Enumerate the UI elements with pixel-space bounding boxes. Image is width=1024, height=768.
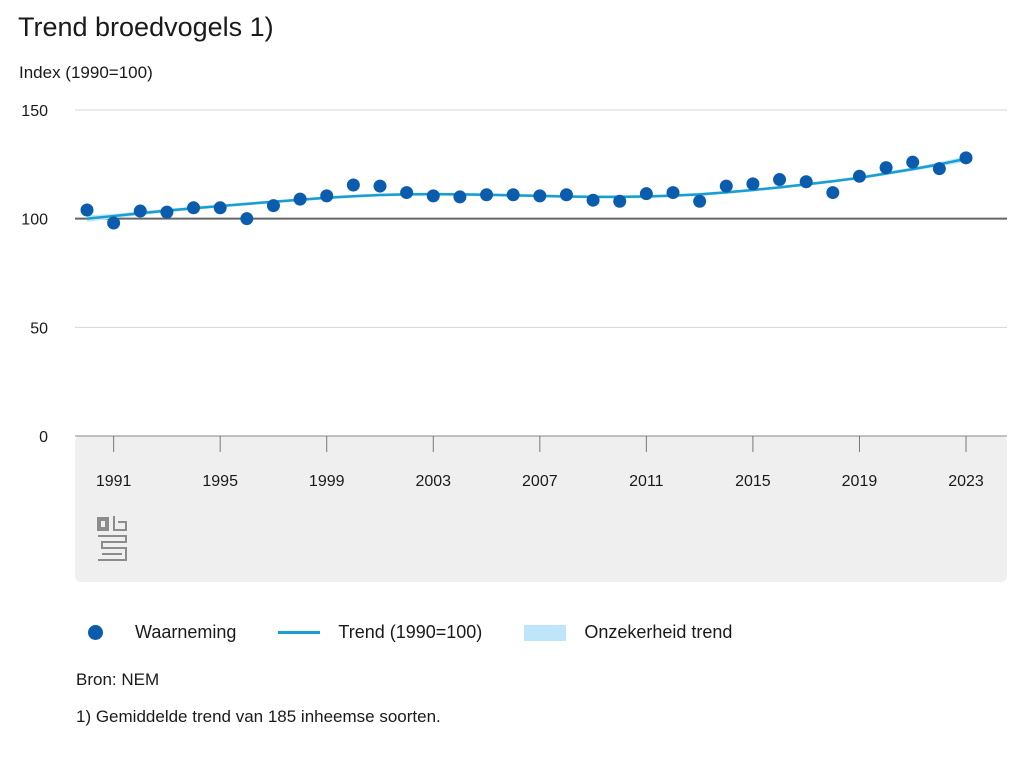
observation-point-2003[interactable] [426, 189, 440, 203]
observation-point-2018[interactable] [826, 186, 840, 200]
observation-point-2021[interactable] [906, 155, 920, 169]
chart-canvas: 0 50 100 150 1991 1995 1999 2003 2007 2011 2015 20… [21, 103, 1007, 582]
observation-point-2005[interactable] [480, 188, 494, 202]
observation-point-1996[interactable] [240, 212, 254, 226]
grid-layer [75, 109, 1007, 452]
x-tick-label-1995: 1995 [202, 473, 238, 490]
observation-point-1992[interactable] [133, 204, 147, 218]
legend-dot-icon [88, 625, 103, 640]
legend-band-icon [524, 624, 567, 641]
legend-item-observation[interactable]: Waarneming [88, 622, 236, 643]
legend-item-trend[interactable]: Trend (1990=100) [278, 622, 482, 643]
observation-point-2023[interactable] [959, 151, 973, 165]
y-axis-label: Index (1990=100) [19, 63, 153, 82]
observation-point-1995[interactable] [213, 201, 227, 215]
observation-point-2000[interactable] [346, 178, 360, 192]
x-tick-label-1991: 1991 [96, 473, 132, 490]
trend-line [86, 157, 967, 220]
y-tick-labels: 0 50 100 150 [21, 103, 48, 446]
legend-label-trend: Trend (1990=100) [338, 622, 483, 642]
x-tick-label-2019: 2019 [842, 473, 878, 490]
x-tick-label-2011: 2011 [629, 473, 664, 490]
observation-point-1993[interactable] [160, 205, 174, 219]
observation-point-2007[interactable] [533, 189, 547, 203]
observation-point-2006[interactable] [506, 188, 520, 202]
footnote: 1) Gemiddelde trend van 185 inheemse soo… [76, 707, 441, 726]
observation-point-1991[interactable] [107, 216, 121, 230]
x-tick-labels: 1991 1995 1999 2003 2007 2011 2015 2019 2023 [96, 473, 984, 490]
chart-title: Trend broedvogels 1) [18, 12, 274, 42]
observation-point-1990[interactable] [80, 203, 94, 217]
observation-point-2009[interactable] [586, 193, 600, 207]
observation-point-2008[interactable] [559, 188, 573, 202]
observation-point-2001[interactable] [373, 179, 387, 193]
observation-point-2017[interactable] [799, 175, 813, 189]
y-tick-label-100: 100 [21, 212, 48, 229]
observation-points-layer [80, 151, 973, 230]
x-axis-area [75, 436, 1007, 582]
observation-point-2022[interactable] [932, 162, 946, 176]
observation-point-2019[interactable] [852, 169, 866, 183]
y-tick-label-0: 0 [39, 429, 48, 446]
legend-label-observation: Waarneming [135, 622, 237, 642]
cbs-logo-icon [97, 516, 127, 561]
observation-point-2020[interactable] [879, 161, 893, 175]
legend: Waarneming Trend (1990=100) Onzekerheid … [88, 622, 774, 643]
legend-label-band: Onzekerheid trend [584, 622, 733, 642]
observation-point-1999[interactable] [320, 189, 334, 203]
x-tick-label-1999: 1999 [309, 473, 345, 490]
y-tick-label-50: 50 [30, 320, 48, 337]
observation-point-2011[interactable] [639, 187, 653, 201]
x-tick-label-2023: 2023 [948, 473, 984, 490]
source-note: Bron: NEM [76, 670, 160, 689]
legend-item-band[interactable]: Onzekerheid trend [524, 622, 732, 643]
observation-point-2015[interactable] [746, 177, 760, 191]
observation-point-2004[interactable] [453, 190, 467, 204]
x-tick-label-2015: 2015 [735, 473, 771, 490]
observation-point-2002[interactable] [400, 186, 414, 200]
observation-point-2013[interactable] [693, 194, 707, 208]
observation-point-2012[interactable] [666, 186, 680, 200]
x-tick-label-2007: 2007 [522, 473, 558, 490]
observation-point-1997[interactable] [266, 199, 280, 213]
observation-point-2010[interactable] [613, 194, 627, 208]
trend-line-layer [86, 157, 967, 220]
observation-point-2016[interactable] [773, 173, 787, 187]
observation-point-1998[interactable] [293, 192, 307, 206]
y-tick-label-150: 150 [21, 103, 48, 120]
x-tick-label-2003: 2003 [415, 473, 451, 490]
legend-line-icon [278, 631, 321, 634]
observation-point-1994[interactable] [187, 201, 201, 215]
observation-point-2014[interactable] [719, 179, 733, 193]
